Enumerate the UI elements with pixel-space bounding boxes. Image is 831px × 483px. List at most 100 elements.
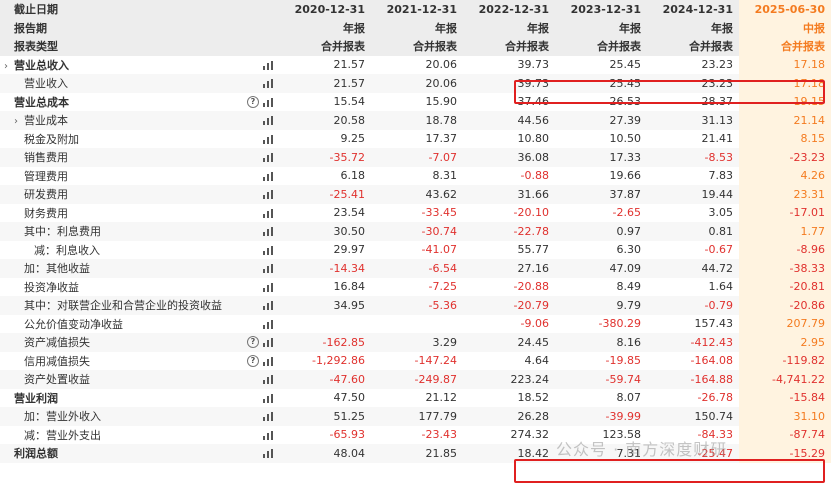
value-cell: 48.04 bbox=[279, 444, 371, 463]
chevron-right-icon[interactable]: › bbox=[14, 116, 18, 128]
bar-chart-icon[interactable] bbox=[263, 190, 273, 199]
header-cell: 年报 bbox=[279, 18, 371, 37]
value-cell: 36.08 bbox=[463, 148, 555, 167]
bar-chart-icon[interactable] bbox=[263, 116, 273, 125]
value-cell: 26.28 bbox=[463, 407, 555, 426]
value-cell: 44.56 bbox=[463, 111, 555, 130]
value-cell: -249.87 bbox=[371, 370, 463, 389]
row-label-cell: 其中：利息费用 bbox=[0, 222, 279, 241]
table-row: 资产处置收益 -47.60 -249.87 223.24 -59.74 -164.88 -4… bbox=[0, 370, 831, 389]
row-label-cell: 管理费用 bbox=[0, 166, 279, 185]
value-cell: 39.73 bbox=[463, 74, 555, 93]
value-cell: -0.79 bbox=[647, 296, 739, 315]
value-cell: 17.18 bbox=[739, 55, 831, 74]
value-cell: 21.57 bbox=[279, 55, 371, 74]
value-cell: -35.72 bbox=[279, 148, 371, 167]
row-label-cell: 销售费用 bbox=[0, 148, 279, 167]
row-label-cell: › 营业成本 bbox=[0, 111, 279, 130]
bar-chart-icon[interactable] bbox=[263, 393, 273, 403]
value-cell: 8.16 bbox=[555, 333, 647, 352]
bar-chart-icon[interactable] bbox=[263, 208, 273, 218]
value-cell: -23.43 bbox=[371, 425, 463, 444]
bar-chart-icon[interactable] bbox=[263, 60, 273, 70]
value-cell: 21.85 bbox=[371, 444, 463, 463]
value-cell: -41.07 bbox=[371, 240, 463, 259]
value-cell: 150.74 bbox=[647, 407, 739, 426]
row-label: 其中：对联营企业和合营企业的投资收益 bbox=[24, 299, 222, 313]
annotation-box-total-profit bbox=[514, 459, 825, 483]
bar-chart-icon[interactable] bbox=[263, 134, 273, 144]
value-cell: 23.54 bbox=[279, 203, 371, 222]
value-cell: 157.43 bbox=[647, 314, 739, 333]
bar-chart-icon[interactable] bbox=[263, 319, 273, 329]
value-cell: -39.99 bbox=[555, 407, 647, 426]
value-cell: 26.53 bbox=[555, 92, 647, 111]
value-cell: 18.52 bbox=[463, 388, 555, 407]
help-icon[interactable]: ? bbox=[247, 354, 259, 367]
row-label-cell: 财务费用 bbox=[0, 203, 279, 222]
bar-chart-icon[interactable] bbox=[263, 356, 273, 366]
value-cell: -30.74 bbox=[371, 222, 463, 241]
value-cell: 31.66 bbox=[463, 185, 555, 204]
help-icon[interactable]: ? bbox=[247, 95, 259, 108]
value-cell: 17.18 bbox=[739, 74, 831, 93]
value-cell: 9.79 bbox=[555, 296, 647, 315]
value-cell: 177.79 bbox=[371, 407, 463, 426]
value-cell: 19.44 bbox=[647, 185, 739, 204]
value-cell: -380.29 bbox=[555, 314, 647, 333]
bar-chart-icon[interactable] bbox=[263, 153, 273, 162]
value-cell: 20.06 bbox=[371, 55, 463, 74]
header-cell: 合并报表 bbox=[279, 37, 371, 56]
value-cell: -15.29 bbox=[739, 444, 831, 463]
bar-chart-icon[interactable] bbox=[263, 97, 273, 107]
value-cell: 25.45 bbox=[555, 55, 647, 74]
value-cell: 4.64 bbox=[463, 351, 555, 370]
header-cell: 年报 bbox=[463, 18, 555, 37]
bar-chart-icon[interactable] bbox=[263, 171, 273, 181]
bar-chart-icon[interactable] bbox=[263, 301, 273, 310]
header-row: 截止日期 2020-12-31 2021-12-31 2022-12-31 2023-1… bbox=[0, 0, 831, 19]
help-icon[interactable]: ? bbox=[247, 336, 259, 348]
value-cell: -23.23 bbox=[739, 148, 831, 167]
bar-chart-icon[interactable] bbox=[263, 264, 273, 273]
value-cell: 8.31 bbox=[371, 166, 463, 185]
value-cell: 31.13 bbox=[647, 111, 739, 130]
value-cell: 34.95 bbox=[279, 296, 371, 315]
bar-chart-icon[interactable] bbox=[263, 79, 273, 88]
value-cell: -7.07 bbox=[371, 148, 463, 167]
header-cell: 2021-12-31 bbox=[371, 0, 463, 19]
table-row: 资产减值损失? -162.85 3.29 24.45 8.16 -412.43 2.95 bbox=[0, 333, 831, 352]
chevron-right-icon[interactable]: › bbox=[4, 60, 8, 72]
bar-chart-icon[interactable] bbox=[263, 245, 273, 255]
value-cell: -20.10 bbox=[463, 203, 555, 222]
bar-chart-icon[interactable] bbox=[263, 282, 273, 292]
value-cell: 24.45 bbox=[463, 333, 555, 352]
value-cell: -33.45 bbox=[371, 203, 463, 222]
row-label-cell: 税金及附加 bbox=[0, 129, 279, 148]
value-cell: 23.23 bbox=[647, 55, 739, 74]
bar-chart-icon[interactable] bbox=[263, 375, 273, 384]
table-body: › 营业总收入 21.57 20.06 39.73 25.45 23.23 17.18 营业收入… bbox=[0, 55, 831, 463]
table-row: 其中：利息费用 30.50 -30.74 -22.78 0.97 0.81 1.77 bbox=[0, 222, 831, 241]
value-cell: 10.80 bbox=[463, 129, 555, 148]
value-cell: -22.78 bbox=[463, 222, 555, 241]
bar-chart-icon[interactable] bbox=[263, 412, 273, 421]
value-cell: 18.42 bbox=[463, 444, 555, 463]
value-cell: -164.08 bbox=[647, 351, 739, 370]
header-row: 报告期 年报 年报 年报 年报 年报 中报 bbox=[0, 18, 831, 37]
value-cell: 3.29 bbox=[371, 333, 463, 352]
value-cell: 8.07 bbox=[555, 388, 647, 407]
header-cell: 合并报表 bbox=[555, 37, 647, 56]
value-cell: 10.50 bbox=[555, 129, 647, 148]
value-cell: -8.53 bbox=[647, 148, 739, 167]
bar-chart-icon[interactable] bbox=[263, 449, 273, 458]
table-row: 利润总额 48.04 21.85 18.42 7.31 -25.47 -15.29 bbox=[0, 444, 831, 463]
value-cell: 21.41 bbox=[647, 129, 739, 148]
value-cell: -65.93 bbox=[279, 425, 371, 444]
bar-chart-icon[interactable] bbox=[263, 338, 273, 347]
value-cell: 15.54 bbox=[279, 92, 371, 111]
value-cell: 21.12 bbox=[371, 388, 463, 407]
bar-chart-icon[interactable] bbox=[263, 430, 273, 440]
bar-chart-icon[interactable] bbox=[263, 227, 273, 236]
value-cell: -20.79 bbox=[463, 296, 555, 315]
